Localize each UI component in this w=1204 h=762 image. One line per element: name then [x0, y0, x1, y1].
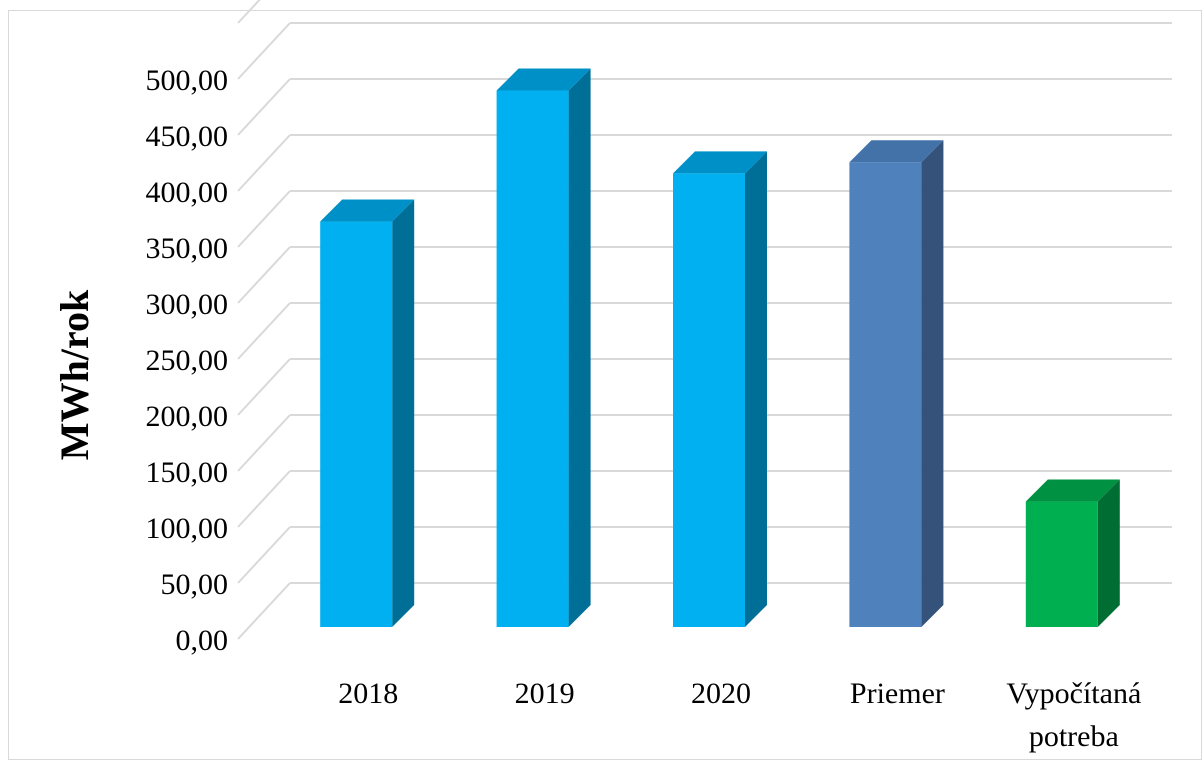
bar-front	[320, 221, 393, 627]
x-category-label: 2018	[338, 677, 398, 710]
gridline-depth	[237, 526, 291, 584]
bar-side	[568, 68, 591, 627]
bar-2019	[496, 68, 591, 627]
gridline-depth	[237, 78, 291, 136]
bar-side	[392, 199, 415, 627]
y-tick-label: 500,00	[146, 64, 229, 97]
bar-front	[1025, 501, 1098, 627]
bar-side	[921, 140, 944, 627]
gridline-depth	[237, 22, 291, 80]
x-category-label: Vypočítaná	[1006, 677, 1141, 710]
gridline-depth	[237, 246, 291, 304]
bar-top	[849, 140, 944, 163]
y-tick-label: 100,00	[146, 512, 229, 545]
bar-2018	[320, 199, 415, 627]
y-tick-label: 350,00	[146, 232, 229, 265]
x-category-label: potreba	[1029, 720, 1119, 753]
x-axis-labels: 2018 2019 2020 Priemer Vypočítaná potreba	[338, 677, 1141, 753]
bar-top	[496, 68, 591, 91]
bar-side	[745, 151, 767, 627]
bar-priemer	[849, 140, 944, 627]
bar-side	[1097, 479, 1120, 627]
bar-top	[673, 151, 767, 174]
y-tick-label: 450,00	[146, 120, 229, 153]
gridline-depth	[237, 358, 291, 416]
gridline-depth	[237, 190, 291, 248]
bar-top	[320, 199, 415, 222]
x-category-label: Priemer	[850, 677, 945, 710]
bar-vypočítaná-potreba	[1025, 479, 1120, 627]
bar-2020	[673, 151, 767, 627]
y-tick-label: 250,00	[146, 344, 229, 377]
gridline-depth	[237, 0, 261, 24]
bar-front	[496, 90, 569, 627]
gridline-depth	[237, 302, 291, 360]
gridline-depth	[237, 134, 291, 192]
bar-front	[673, 173, 745, 627]
bar-front	[849, 162, 922, 627]
bar-top	[1025, 479, 1120, 502]
y-tick-label: 150,00	[146, 456, 229, 489]
x-category-label: 2020	[691, 677, 751, 710]
y-axis-title: MWh/rok	[52, 289, 97, 460]
gridline-depth	[237, 414, 291, 472]
y-tick-label: 50,00	[161, 568, 229, 601]
y-tick-label: 200,00	[146, 400, 229, 433]
gridline-depth	[237, 582, 291, 640]
y-axis-ticks: 0,00 50,00 100,00 150,00 200,00 250,00 300,00 3…	[146, 64, 229, 657]
bars	[320, 68, 1120, 627]
y-tick-label: 0,00	[176, 624, 229, 657]
y-tick-label: 400,00	[146, 176, 229, 209]
y-tick-label: 300,00	[146, 288, 229, 321]
gridline-depth	[237, 470, 291, 528]
x-category-label: 2019	[515, 677, 575, 710]
